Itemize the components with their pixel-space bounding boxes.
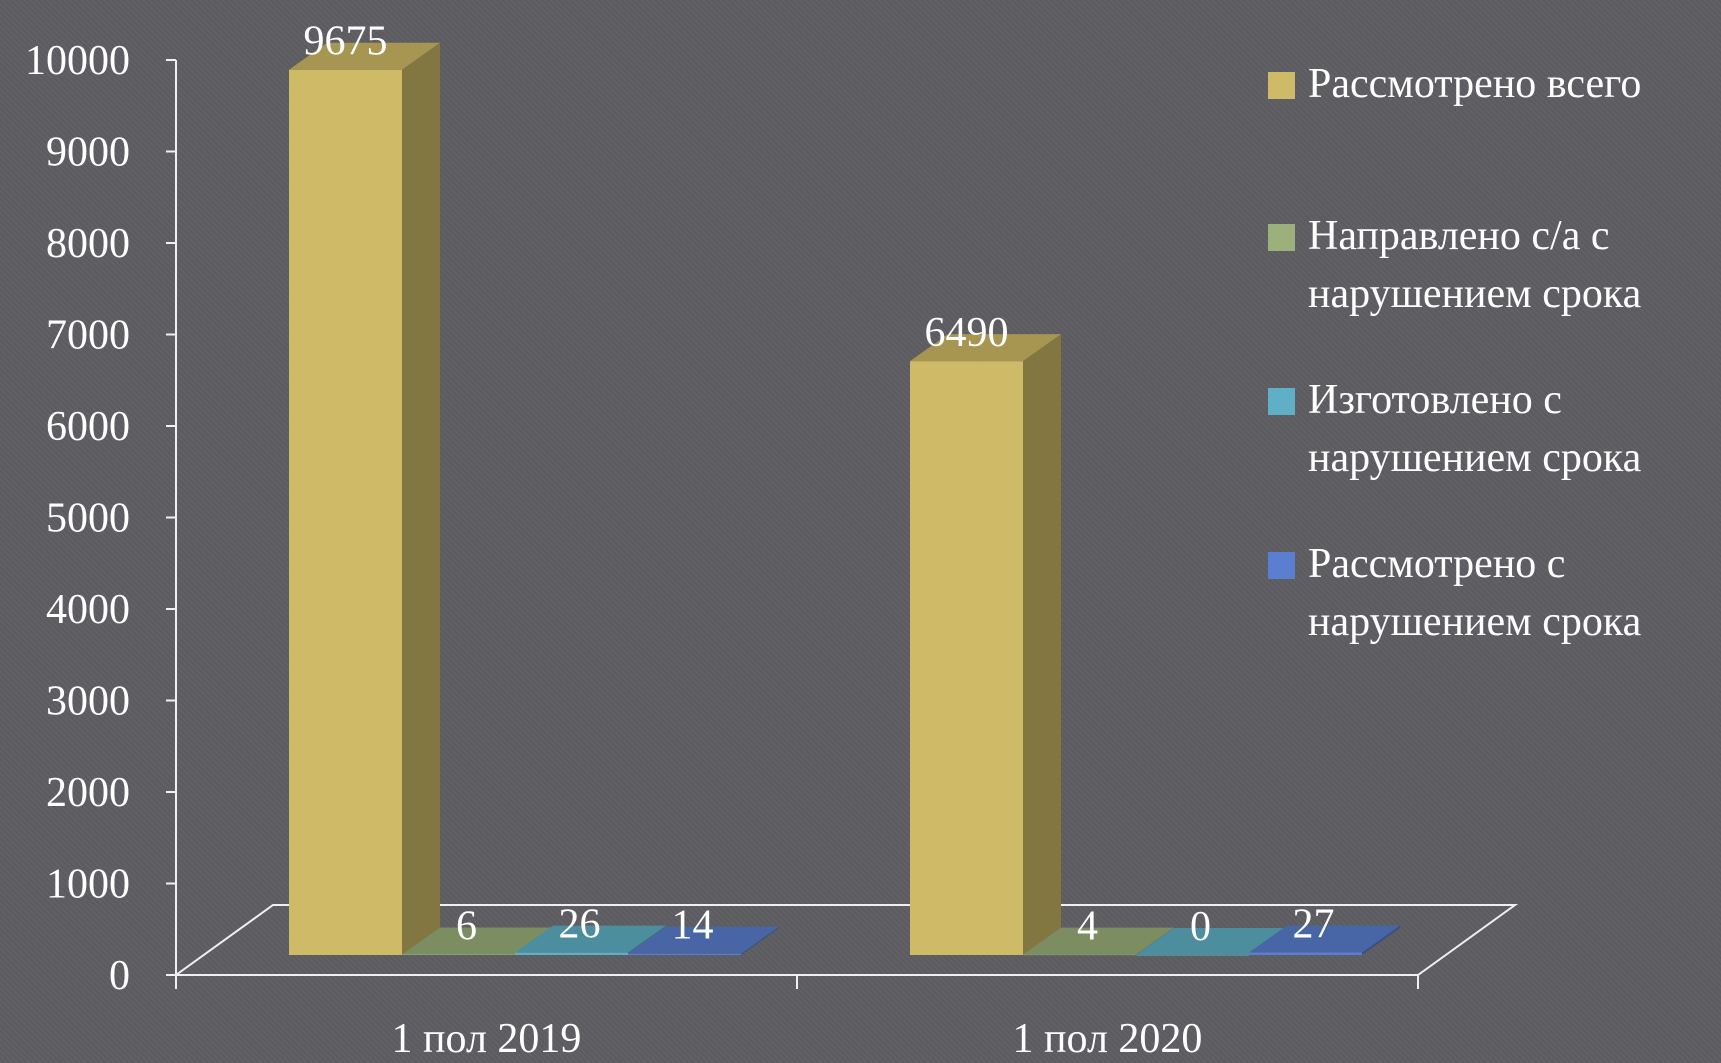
bar-front	[1136, 955, 1249, 956]
data-label: 14	[672, 903, 714, 949]
data-label: 0	[1190, 904, 1211, 950]
legend-swatch	[1268, 72, 1295, 99]
y-tick-label: 7000	[46, 313, 130, 359]
bar-front	[910, 361, 1023, 955]
y-tick-label: 5000	[46, 496, 130, 542]
bar-front	[628, 953, 741, 955]
bar-top	[402, 927, 553, 955]
legend-item: Изготовлено с нарушением срока	[1268, 371, 1716, 487]
y-tick-label: 6000	[46, 404, 130, 450]
bar-top	[1136, 928, 1287, 955]
legend-label: Рассмотрено всего	[1308, 61, 1642, 107]
bar-front	[402, 954, 515, 955]
bar-top	[910, 334, 1061, 362]
y-tick-label: 9000	[46, 130, 130, 176]
bar-top	[289, 42, 440, 70]
bar-side	[1362, 925, 1400, 955]
y-tick-label: 3000	[46, 679, 130, 725]
x-tick-label: 1 пол 2020	[1013, 1016, 1203, 1062]
bar-side	[1136, 927, 1174, 955]
legend-item: Рассмотрено с нарушением срока	[1268, 535, 1716, 651]
legend-swatch	[1268, 388, 1295, 415]
data-label: 9675	[304, 19, 388, 65]
y-tick-label: 8000	[46, 221, 130, 267]
bar	[289, 42, 440, 956]
y-tick-label: 1000	[46, 862, 130, 908]
y-tick-label: 4000	[46, 587, 130, 633]
floor	[172, 904, 1519, 976]
data-label: 4	[1077, 904, 1098, 950]
data-label: 6490	[925, 310, 1009, 356]
legend-label: Направлено с/а с нарушением срока	[1308, 213, 1642, 317]
data-label: 6	[456, 903, 477, 949]
bar	[628, 926, 779, 955]
bar	[1136, 928, 1287, 956]
bar-top	[628, 926, 779, 954]
legend-item: Рассмотрено всего	[1268, 55, 1716, 113]
y-tick-label: 0	[109, 953, 130, 999]
bar-side	[741, 926, 779, 955]
bar-side	[402, 42, 440, 956]
legend-item: Направлено с/а с нарушением срока	[1268, 207, 1716, 323]
bar-front	[289, 69, 402, 956]
x-tick-label: 1 пол 2019	[392, 1016, 582, 1062]
bar-front	[515, 952, 628, 955]
bar	[910, 334, 1061, 955]
y-tick-label: 10000	[25, 38, 130, 84]
legend-swatch	[1268, 552, 1295, 579]
y-tick-label: 2000	[46, 770, 130, 816]
bar-top	[1249, 925, 1400, 953]
data-label: 27	[1293, 902, 1335, 948]
bar-top	[515, 925, 666, 953]
bar-front	[1249, 952, 1362, 955]
bar-top	[1023, 927, 1174, 955]
bar-side	[1023, 334, 1061, 955]
bar	[1249, 925, 1400, 955]
bar-front	[1023, 954, 1136, 956]
legend-label: Изготовлено с нарушением срока	[1308, 377, 1642, 481]
data-label: 26	[559, 902, 601, 948]
bar	[1023, 927, 1174, 956]
legend-label: Рассмотрено с нарушением срока	[1308, 541, 1642, 645]
legend-swatch	[1268, 224, 1295, 251]
